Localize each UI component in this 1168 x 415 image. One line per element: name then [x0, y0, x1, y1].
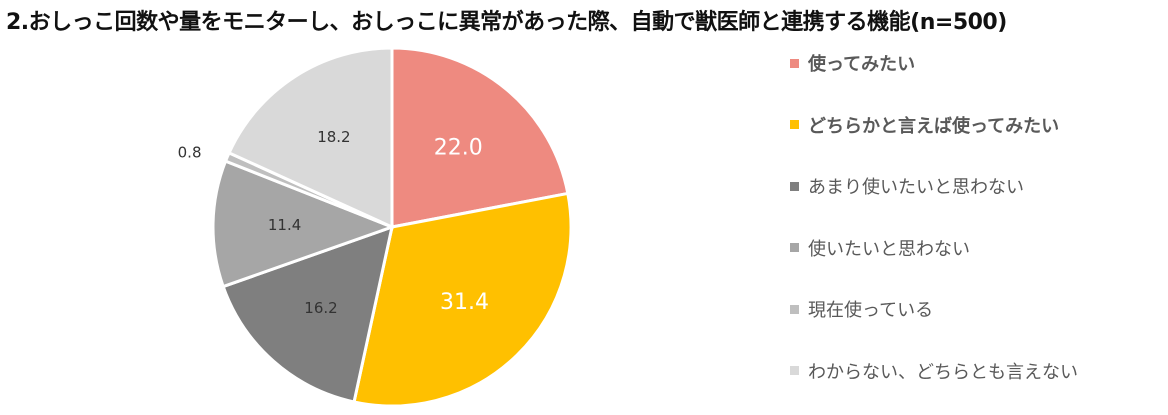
legend-label: 使ってみたい: [808, 54, 916, 75]
legend-item-2: あまり使いたいと思わない: [790, 172, 1024, 200]
pie-value-label-1: 31.4: [440, 290, 489, 315]
pie-slice-1: [352, 191, 573, 408]
pie-slice-3: [211, 159, 397, 289]
legend-swatch: [790, 243, 799, 252]
pie-value-label-5: 18.2: [317, 128, 350, 146]
legend-swatch: [790, 366, 799, 375]
pie-slice-0: [390, 46, 570, 229]
legend-swatch: [790, 58, 799, 68]
legend-label: 使いたいと思わない: [808, 238, 970, 260]
legend-item-4: 現在使っている: [790, 295, 933, 323]
legend-item-5: わからない、どちらとも言えない: [790, 357, 1078, 385]
legend-swatch: [790, 304, 799, 314]
legend-label: 現在使っている: [808, 300, 934, 321]
pie-value-label-3: 11.4: [268, 216, 301, 234]
legend-label: あまり使いたいと思わない: [808, 177, 1024, 198]
legend-item-3: 使いたいと思わない: [790, 234, 970, 262]
legend-swatch: [790, 181, 799, 191]
legend-label: どちらかと言えば使ってみたい: [808, 115, 1060, 137]
pie-value-label-0: 22.0: [434, 136, 483, 161]
legend-label: わからない、どちらとも言えない: [808, 361, 1078, 383]
pie-value-label-4: 0.8: [178, 143, 202, 161]
pie-slice-2: [221, 224, 395, 404]
pie-slice-5: [227, 46, 394, 230]
legend-swatch: [790, 120, 799, 129]
chart-title: 2.おしっこ回数や量をモニターし、おしっこに異常があった際、自動で獣医師と連携す…: [6, 10, 1007, 35]
pie-value-label-2: 16.2: [304, 299, 337, 317]
legend-item-1: どちらかと言えば使ってみたい: [790, 111, 1059, 139]
legend-item-0: 使ってみたい: [790, 49, 915, 77]
